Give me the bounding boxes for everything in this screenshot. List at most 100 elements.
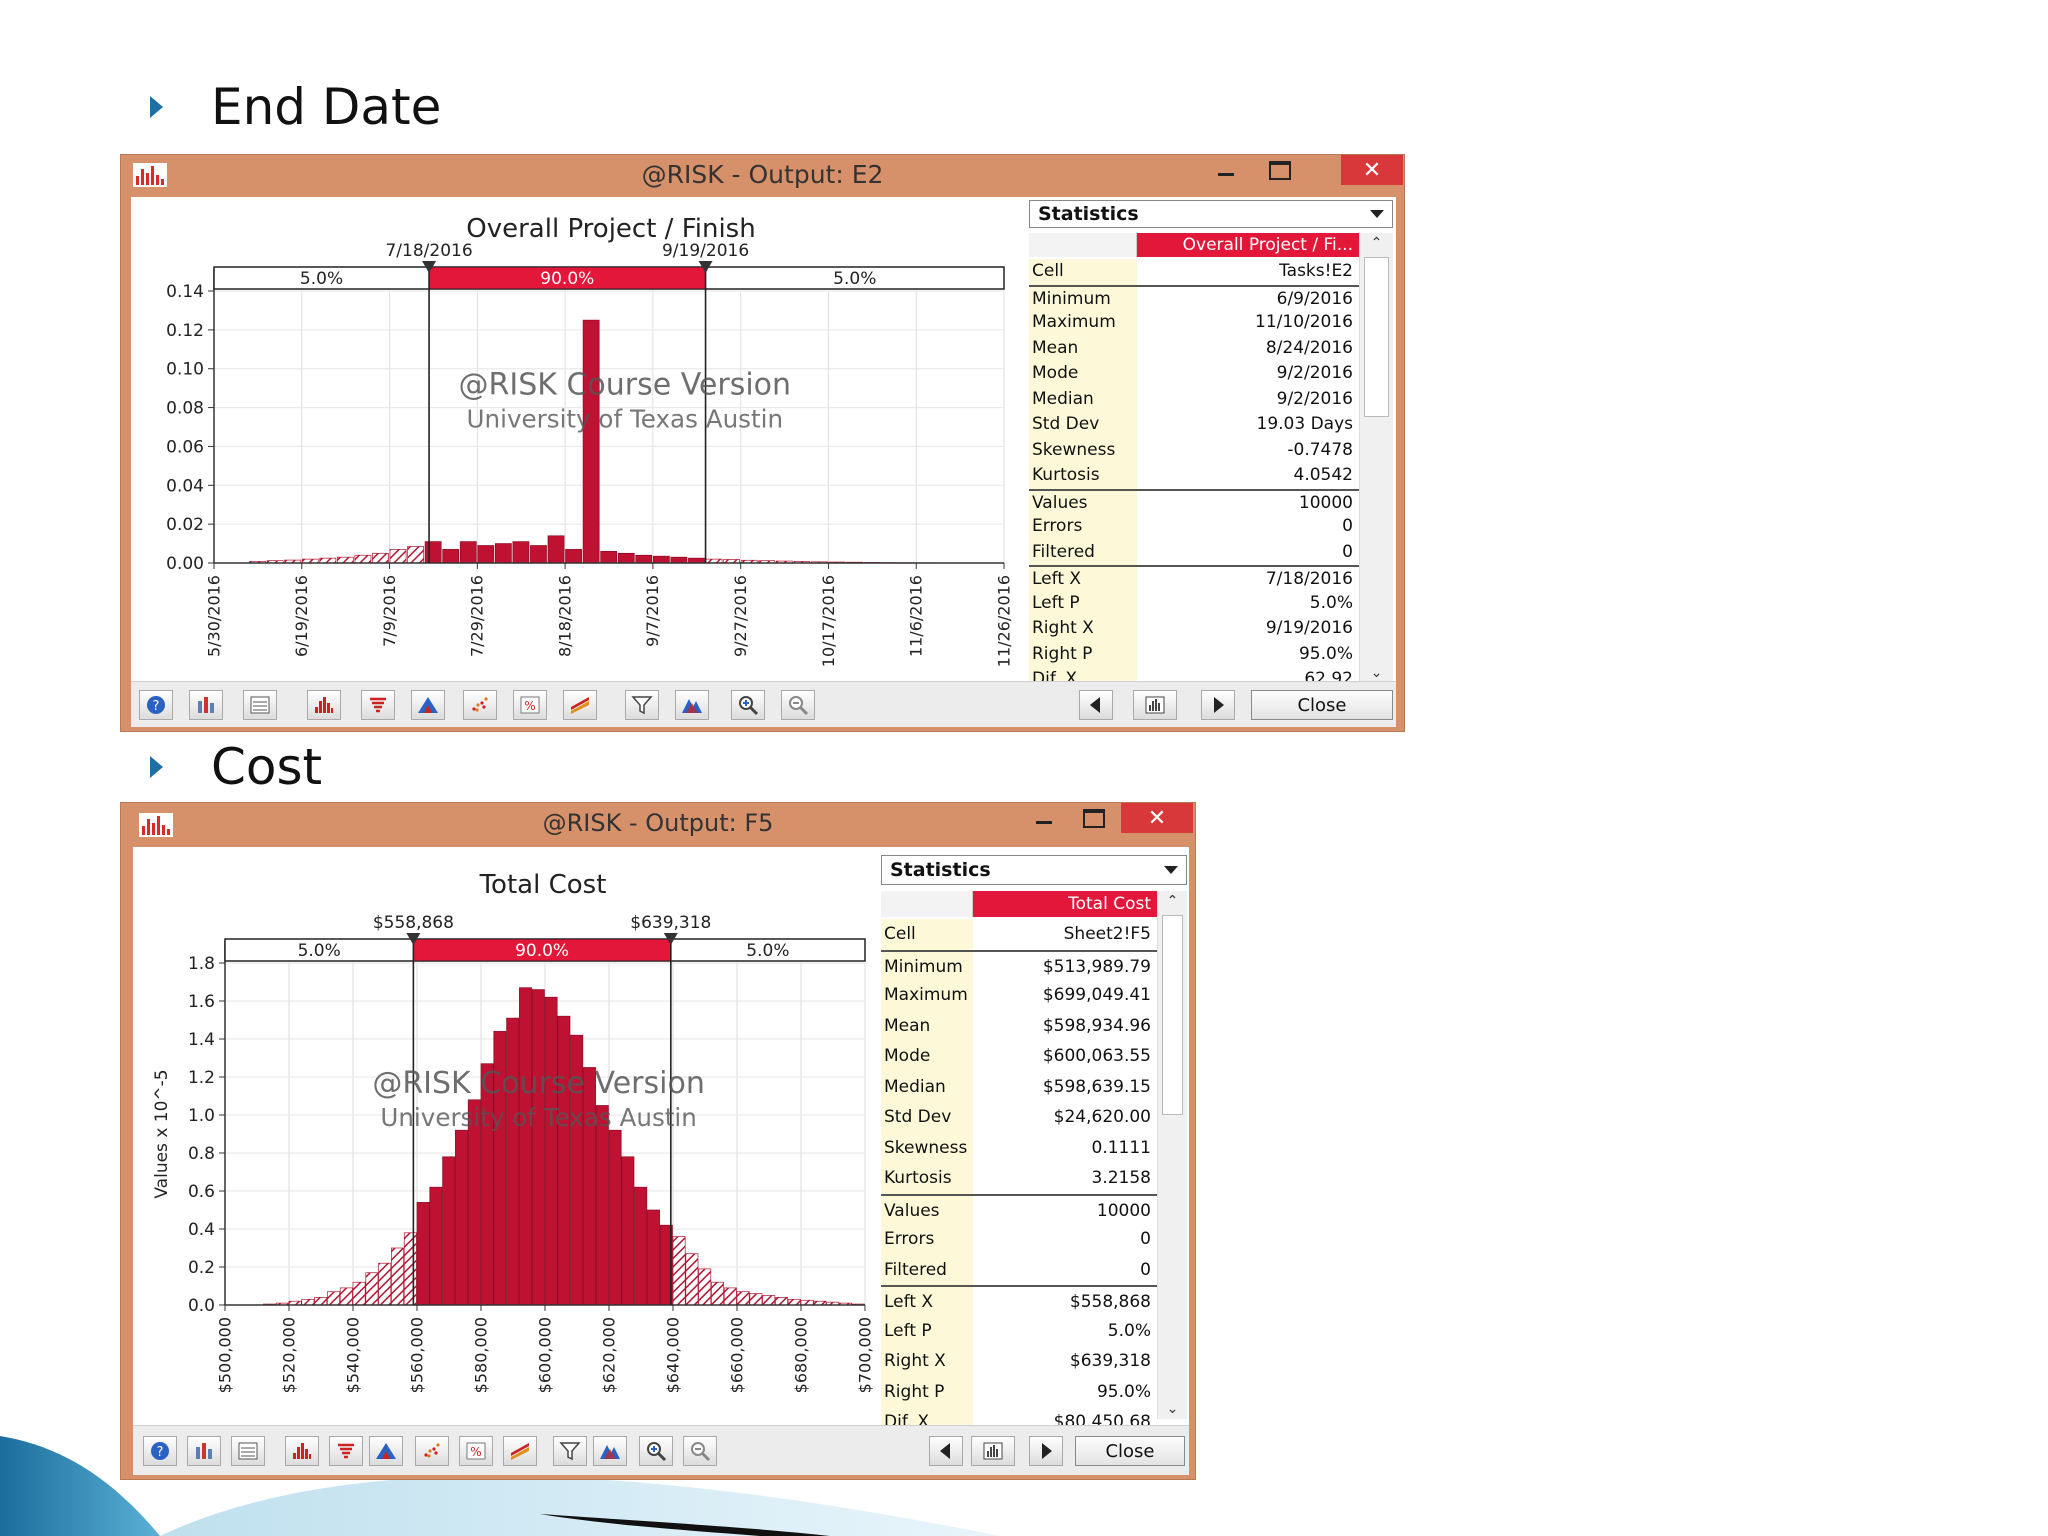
density-button[interactable] bbox=[411, 690, 445, 720]
stats-row-left-x[interactable]: Left X 7/18/2016 bbox=[1029, 565, 1359, 591]
title-bar[interactable]: @RISK - Output: E2 ✕ bbox=[121, 155, 1404, 195]
stat-label: Maximum bbox=[881, 980, 973, 1011]
stats-row-left-x[interactable]: Left X $558,868 bbox=[881, 1285, 1157, 1316]
graph-type-button[interactable] bbox=[1133, 690, 1177, 720]
scatter-button[interactable] bbox=[463, 690, 497, 720]
graph-format-button[interactable] bbox=[187, 1436, 221, 1466]
scroll-up-icon[interactable]: ⌃ bbox=[1166, 893, 1179, 909]
help-button[interactable]: ? bbox=[143, 1436, 177, 1466]
right-delimiter-handle-icon[interactable] bbox=[663, 933, 678, 945]
stats-row-kurtosis[interactable]: Kurtosis 3.2158 bbox=[881, 1163, 1157, 1194]
previous-button[interactable] bbox=[929, 1436, 963, 1466]
summary-button[interactable] bbox=[243, 690, 277, 720]
stats-dropdown[interactable]: Statistics bbox=[881, 855, 1187, 885]
percentile-icon: % bbox=[520, 696, 540, 714]
scroll-thumb[interactable] bbox=[1162, 915, 1183, 1115]
close-window-button[interactable]: ✕ bbox=[1341, 155, 1403, 185]
next-button[interactable] bbox=[1201, 690, 1235, 720]
scroll-up-icon[interactable]: ⌃ bbox=[1370, 235, 1383, 251]
overlay-button[interactable] bbox=[675, 690, 709, 720]
minimize-button[interactable] bbox=[1021, 803, 1067, 833]
stats-row-mode[interactable]: Mode $600,063.55 bbox=[881, 1041, 1157, 1072]
percentile-button[interactable]: % bbox=[513, 690, 547, 720]
scroll-down-icon[interactable]: ⌄ bbox=[1370, 665, 1383, 681]
close-window-button[interactable]: ✕ bbox=[1121, 803, 1193, 833]
scatter-button[interactable] bbox=[415, 1436, 449, 1466]
zoom-out-button[interactable] bbox=[683, 1436, 717, 1466]
maximize-button[interactable] bbox=[1255, 155, 1305, 185]
stats-row-right-p[interactable]: Right P 95.0% bbox=[881, 1376, 1157, 1407]
histogram-bar bbox=[494, 543, 512, 564]
stats-row-mode[interactable]: Mode 9/2/2016 bbox=[1029, 361, 1359, 387]
zoom-out-button[interactable] bbox=[781, 690, 815, 720]
density-button[interactable] bbox=[369, 1436, 403, 1466]
stats-row-filtered[interactable]: Filtered 0 bbox=[881, 1254, 1157, 1285]
stats-row-right-x[interactable]: Right X 9/19/2016 bbox=[1029, 616, 1359, 642]
filter-button[interactable] bbox=[553, 1436, 587, 1466]
stats-row-left-p[interactable]: Left P 5.0% bbox=[881, 1315, 1157, 1346]
stats-row-minimum[interactable]: Minimum 6/9/2016 bbox=[1029, 284, 1359, 310]
stats-row-dif-x[interactable]: Dif. X $80,450.68 bbox=[881, 1407, 1157, 1438]
stats-row-maximum[interactable]: Maximum 11/10/2016 bbox=[1029, 310, 1359, 336]
stats-row-kurtosis[interactable]: Kurtosis 4.0542 bbox=[1029, 463, 1359, 489]
stats-row-errors[interactable]: Errors 0 bbox=[1029, 514, 1359, 540]
graph-type-icon bbox=[1145, 696, 1165, 714]
stats-row-mean[interactable]: Mean $598,934.96 bbox=[881, 1010, 1157, 1041]
stats-row-skewness[interactable]: Skewness 0.1111 bbox=[881, 1132, 1157, 1163]
stats-column-header[interactable]: Total Cost bbox=[973, 891, 1157, 917]
maximize-button[interactable] bbox=[1071, 803, 1117, 833]
histogram-bar bbox=[365, 1272, 379, 1306]
stats-row-maximum[interactable]: Maximum $699,049.41 bbox=[881, 980, 1157, 1011]
previous-button[interactable] bbox=[1079, 690, 1113, 720]
stats-row-errors[interactable]: Errors 0 bbox=[881, 1224, 1157, 1255]
minimize-button[interactable] bbox=[1201, 155, 1251, 185]
tornado-button[interactable] bbox=[563, 690, 597, 720]
left-delimiter-handle-icon[interactable] bbox=[406, 933, 421, 945]
stats-row-values[interactable]: Values 10000 bbox=[881, 1193, 1157, 1224]
stats-row-std-dev[interactable]: Std Dev 19.03 Days bbox=[1029, 412, 1359, 438]
summary-button[interactable] bbox=[231, 1436, 265, 1466]
stats-scrollbar[interactable]: ⌃ ⌄ bbox=[1157, 891, 1187, 1419]
stats-row-median[interactable]: Median $598,639.15 bbox=[881, 1071, 1157, 1102]
stats-dropdown[interactable]: Statistics bbox=[1029, 200, 1393, 228]
stats-table: Total Cost Cell Sheet2!F5 Minimum $513,989.7… bbox=[881, 891, 1187, 1438]
stats-row-cell[interactable]: Cell Tasks!E2 bbox=[1029, 259, 1359, 285]
stats-row-right-x[interactable]: Right X $639,318 bbox=[881, 1346, 1157, 1377]
scroll-thumb[interactable] bbox=[1364, 257, 1389, 417]
cumulative-button[interactable] bbox=[361, 690, 395, 720]
tornado-button[interactable] bbox=[503, 1436, 537, 1466]
histogram-bar bbox=[621, 1156, 635, 1306]
percentile-button[interactable]: % bbox=[459, 1436, 493, 1466]
stats-row-cell[interactable]: Cell Sheet2!F5 bbox=[881, 919, 1157, 950]
stats-row-right-p[interactable]: Right P 95.0% bbox=[1029, 641, 1359, 667]
filter-button[interactable] bbox=[625, 690, 659, 720]
graph-format-button[interactable] bbox=[189, 690, 223, 720]
stats-row-median[interactable]: Median 9/2/2016 bbox=[1029, 386, 1359, 412]
graph-type-button[interactable] bbox=[971, 1436, 1015, 1466]
stats-row-skewness[interactable]: Skewness -0.7478 bbox=[1029, 437, 1359, 463]
overlay-button[interactable] bbox=[593, 1436, 627, 1466]
stat-value: 0 bbox=[1140, 1229, 1151, 1249]
stats-scrollbar[interactable]: ⌃ ⌄ bbox=[1359, 233, 1393, 683]
help-button[interactable]: ? bbox=[139, 690, 173, 720]
zoom-in-button[interactable] bbox=[639, 1436, 673, 1466]
stats-row-values[interactable]: Values 10000 bbox=[1029, 488, 1359, 514]
stats-row-std-dev[interactable]: Std Dev $24,620.00 bbox=[881, 1102, 1157, 1133]
stats-row-mean[interactable]: Mean 8/24/2016 bbox=[1029, 335, 1359, 361]
next-button[interactable] bbox=[1029, 1436, 1063, 1466]
zoom-in-button[interactable] bbox=[731, 690, 765, 720]
title-bar[interactable]: @RISK - Output: F5 ✕ bbox=[121, 803, 1195, 843]
right-delimiter-handle-icon[interactable] bbox=[698, 261, 713, 273]
histogram-button[interactable] bbox=[307, 690, 341, 720]
window-client: Total Cost 0.0 0.2 0.4 0.6 0.8 1.0 1.2 1.4 1.6 1.8… bbox=[133, 847, 1189, 1475]
close-button[interactable]: Close bbox=[1251, 690, 1393, 720]
scroll-down-icon[interactable]: ⌄ bbox=[1166, 1401, 1179, 1417]
stats-row-filtered[interactable]: Filtered 0 bbox=[1029, 539, 1359, 565]
stats-column-header[interactable]: Overall Project / Fi... bbox=[1137, 233, 1359, 257]
histogram-button[interactable] bbox=[285, 1436, 319, 1466]
left-delimiter-handle-icon[interactable] bbox=[422, 261, 437, 273]
close-button[interactable]: Close bbox=[1075, 1436, 1185, 1466]
cumulative-button[interactable] bbox=[329, 1436, 363, 1466]
stats-row-left-p[interactable]: Left P 5.0% bbox=[1029, 590, 1359, 616]
stats-row-minimum[interactable]: Minimum $513,989.79 bbox=[881, 949, 1157, 980]
